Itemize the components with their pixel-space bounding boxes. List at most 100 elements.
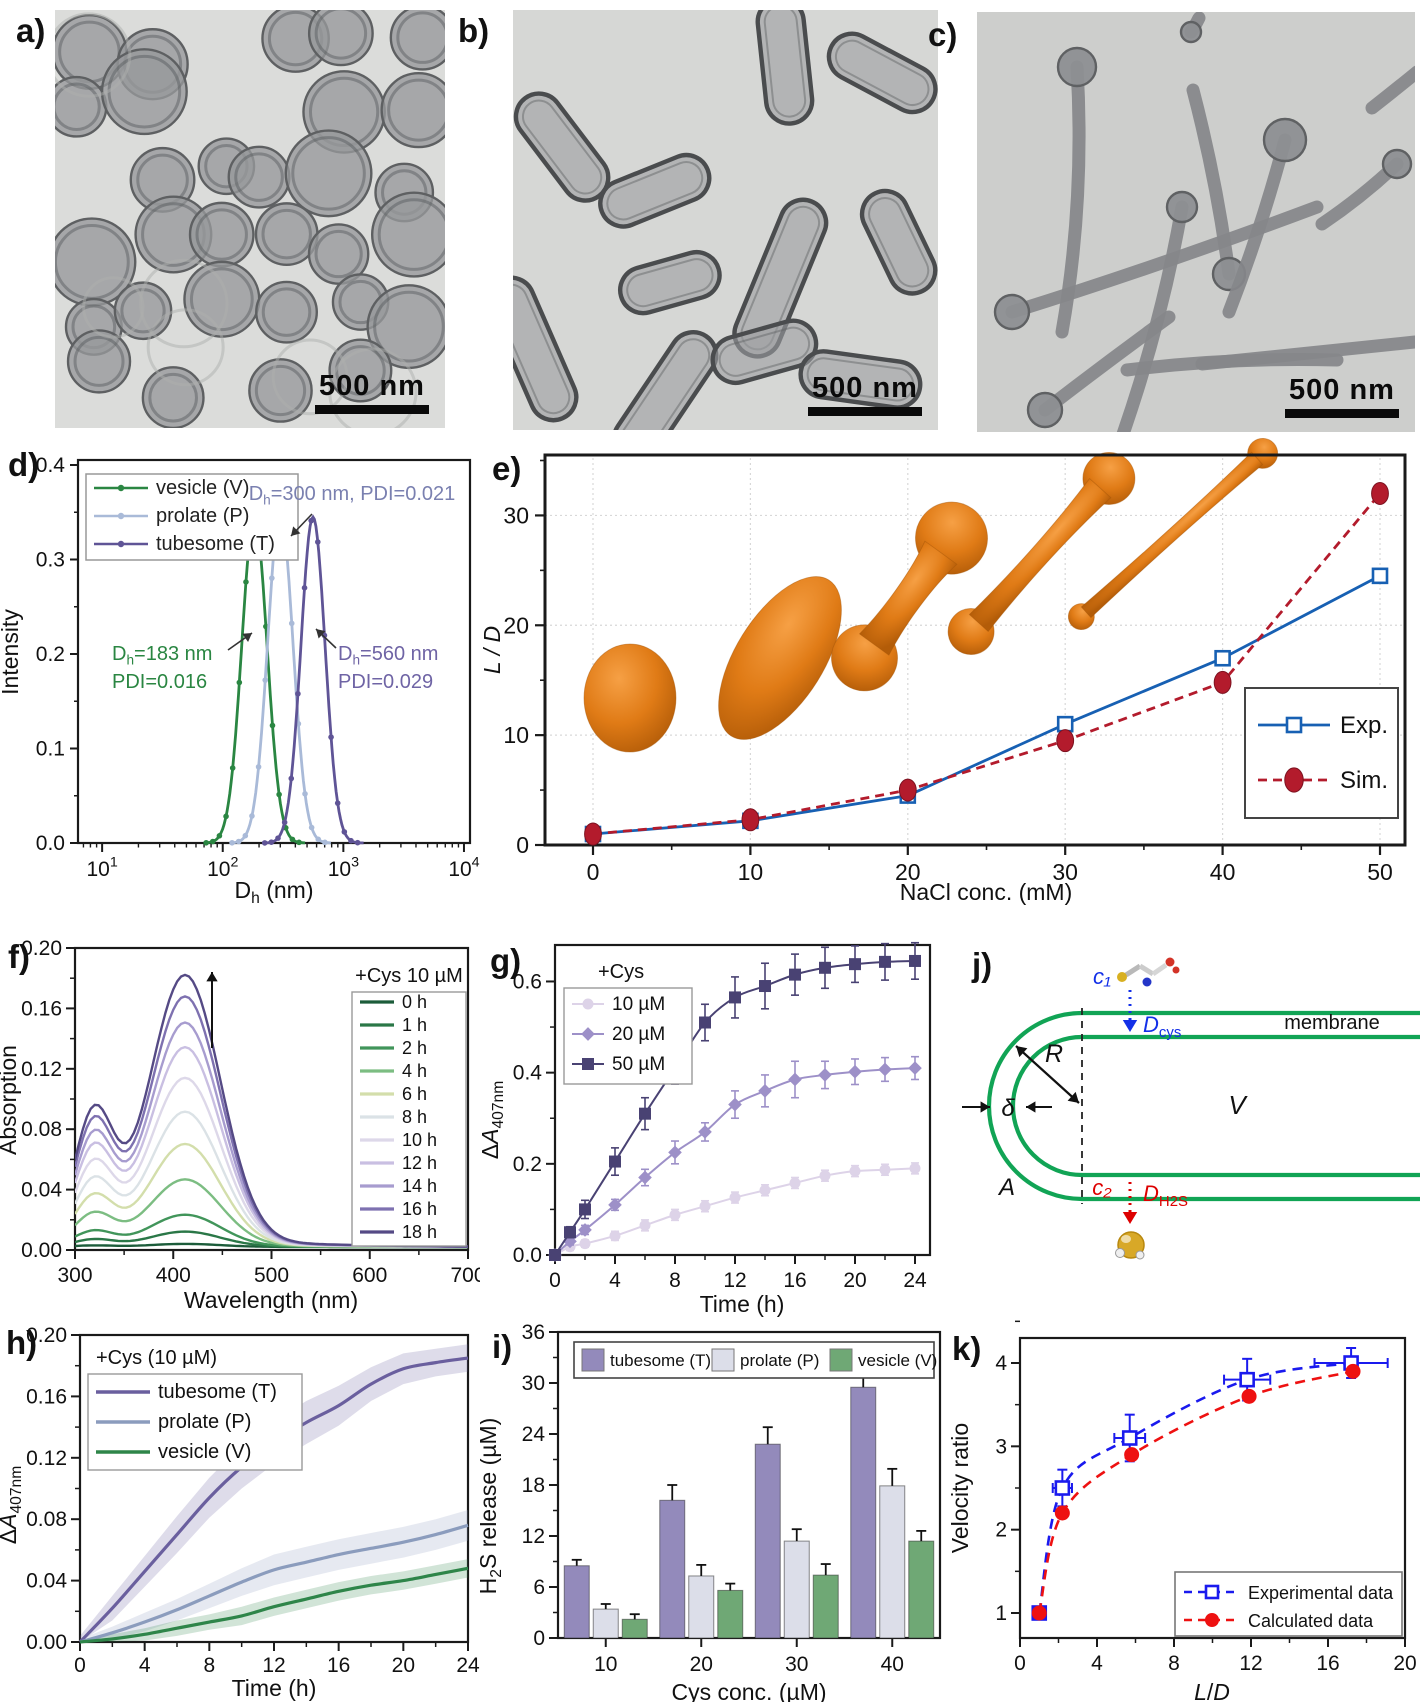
prolate xyxy=(513,275,579,423)
vesicle xyxy=(141,366,205,428)
svg-text:20: 20 xyxy=(895,859,921,885)
svg-text:10 h: 10 h xyxy=(402,1130,437,1150)
tubesome xyxy=(1186,83,1247,292)
svg-text:0.12: 0.12 xyxy=(26,1447,67,1470)
absorption-spectra-chart: 300 400 500 600 700 0.00 0.04 0.08 0.12 0.16 0.20 W… xyxy=(0,937,480,1313)
axes: 0 4 8 12 16 20 24 0.00 0.04 0.08 0.12 0.16 0.20 Time … xyxy=(0,1324,480,1701)
svg-text:0.0: 0.0 xyxy=(36,832,65,855)
svg-text:4: 4 xyxy=(609,1269,621,1292)
h2s-release-bar-chart: 0 6 12 18 24 30 36 10 20 30 40 Cys conc. (µM) H2S re… xyxy=(480,1321,942,1702)
svg-text:0.04: 0.04 xyxy=(26,1570,67,1593)
svg-text:0.08: 0.08 xyxy=(26,1508,67,1531)
cys-influx-annotation: c₁ Dcys xyxy=(1093,964,1181,1041)
svg-text:ΔA407nm: ΔA407nm xyxy=(480,1081,507,1160)
tem-image-vesicles xyxy=(55,10,445,428)
panel-label-g: g) xyxy=(490,942,522,979)
svg-text:L/D: L/D xyxy=(1194,1679,1230,1702)
legend: +Cys 10 µM 0 h 1 h 2 h 4 h 6 h 8 h 10 h 12 h 14 h… xyxy=(351,965,467,1247)
svg-text:0 h: 0 h xyxy=(402,992,427,1012)
svg-text:tubesome (T): tubesome (T) xyxy=(158,1381,277,1403)
prolate xyxy=(859,188,938,296)
svg-text:0.1: 0.1 xyxy=(36,738,65,761)
svg-text:6: 6 xyxy=(533,1576,545,1599)
svg-text:0.20: 0.20 xyxy=(26,1324,67,1347)
svg-text:20: 20 xyxy=(690,1653,713,1676)
scalebar-line-a xyxy=(315,405,429,414)
svg-text:A: A xyxy=(997,1174,1015,1201)
svg-text:50: 50 xyxy=(1367,859,1393,885)
scalebar-label-c: 500 nm xyxy=(1289,374,1395,406)
scalebar-line-c xyxy=(1285,409,1399,418)
axes: 300 400 500 600 700 0.00 0.04 0.08 0.12 0.16 0.20 W… xyxy=(0,937,480,1313)
vesicle xyxy=(188,201,255,268)
svg-text:50 µM: 50 µM xyxy=(612,1054,665,1075)
svg-text:0.6: 0.6 xyxy=(513,970,542,993)
svg-text:2 h: 2 h xyxy=(402,1038,427,1058)
scalebar-label-b: 500 nm xyxy=(812,372,918,404)
svg-text:0.20: 0.20 xyxy=(21,937,62,960)
panel-label-c: c) xyxy=(928,16,958,53)
svg-text:Cys conc. (µM): Cys conc. (µM) xyxy=(671,1679,826,1702)
svg-text:12 h: 12 h xyxy=(402,1153,437,1173)
prolate xyxy=(710,318,819,386)
legend: Experimental data Calculated data xyxy=(1174,1571,1403,1637)
svg-text:0.4: 0.4 xyxy=(36,454,66,477)
svg-text:0: 0 xyxy=(587,859,600,885)
tubesome-cluster xyxy=(993,12,1415,432)
svg-text:Dh=183 nm: Dh=183 nm xyxy=(112,643,212,667)
legend: +Cys (10 µM) tubesome (T) prolate (P) vesic… xyxy=(87,1347,303,1471)
tem-panel-a: 500 nm xyxy=(55,10,445,428)
tubesome xyxy=(1365,65,1415,115)
svg-text:16: 16 xyxy=(327,1654,350,1677)
svg-text:16: 16 xyxy=(783,1269,806,1292)
svg-text:6 h: 6 h xyxy=(402,1084,427,1104)
kinetics-shape-chart: 0 4 8 12 16 20 24 0.00 0.04 0.08 0.12 0.16 0.20 Time … xyxy=(0,1324,480,1701)
svg-text:Time (h): Time (h) xyxy=(232,1675,317,1701)
bars-vesicle (V) xyxy=(621,1529,935,1639)
svg-text:DH2S: DH2S xyxy=(1143,1181,1188,1210)
svg-text:8: 8 xyxy=(203,1654,215,1677)
svg-text:24: 24 xyxy=(456,1654,480,1677)
band-tubesome (T) xyxy=(80,1344,468,1642)
tubesome xyxy=(1179,12,1206,44)
svg-text:12: 12 xyxy=(522,1525,545,1548)
legend: +Cys 10 µM 20 µM 50 µM xyxy=(563,961,693,1085)
svg-text:0.16: 0.16 xyxy=(26,1385,67,1408)
svg-text:Intensity: Intensity xyxy=(0,609,23,695)
vesicle xyxy=(100,48,188,136)
svg-text:3: 3 xyxy=(995,1435,1007,1458)
svg-text:700: 700 xyxy=(450,1264,480,1287)
series-50 µM xyxy=(549,941,921,1261)
svg-text:Dh=560 nm: Dh=560 nm xyxy=(338,643,438,667)
tubesome xyxy=(1222,117,1308,319)
svg-text:0.0: 0.0 xyxy=(513,1244,542,1267)
prolate xyxy=(826,31,938,115)
inset-shape-sphere xyxy=(583,643,677,753)
svg-text:102: 102 xyxy=(207,855,238,881)
kinetics-cys-conc-chart: 0 4 8 12 16 20 24 0.0 0.2 0.4 0.6 Time (h) ΔA407nm +C… xyxy=(480,941,932,1317)
svg-text:1 h: 1 h xyxy=(402,1015,427,1035)
thickness-annotation: δ xyxy=(962,1095,1052,1122)
svg-text:Velocity ratio: Velocity ratio xyxy=(950,1423,973,1553)
panel-label-a: a) xyxy=(16,12,46,49)
prolate xyxy=(513,91,611,203)
legend: tubesome (T) prolate (P) vesicle (V) xyxy=(573,1341,937,1379)
svg-text:vesicle (V): vesicle (V) xyxy=(858,1351,937,1370)
svg-text:δ: δ xyxy=(1001,1095,1015,1122)
svg-text:40: 40 xyxy=(1210,859,1236,885)
svg-text:0.3: 0.3 xyxy=(36,549,65,572)
svg-text:40: 40 xyxy=(881,1653,904,1676)
vesicle xyxy=(284,129,373,218)
inset-shape-prolate xyxy=(718,576,842,740)
tem-image-tubesomes xyxy=(993,12,1415,432)
cysteine-molecule-icon xyxy=(1117,957,1180,987)
svg-text:membrane: membrane xyxy=(1284,1012,1380,1034)
svg-text:500: 500 xyxy=(254,1264,289,1287)
area-label: A xyxy=(997,1174,1015,1201)
